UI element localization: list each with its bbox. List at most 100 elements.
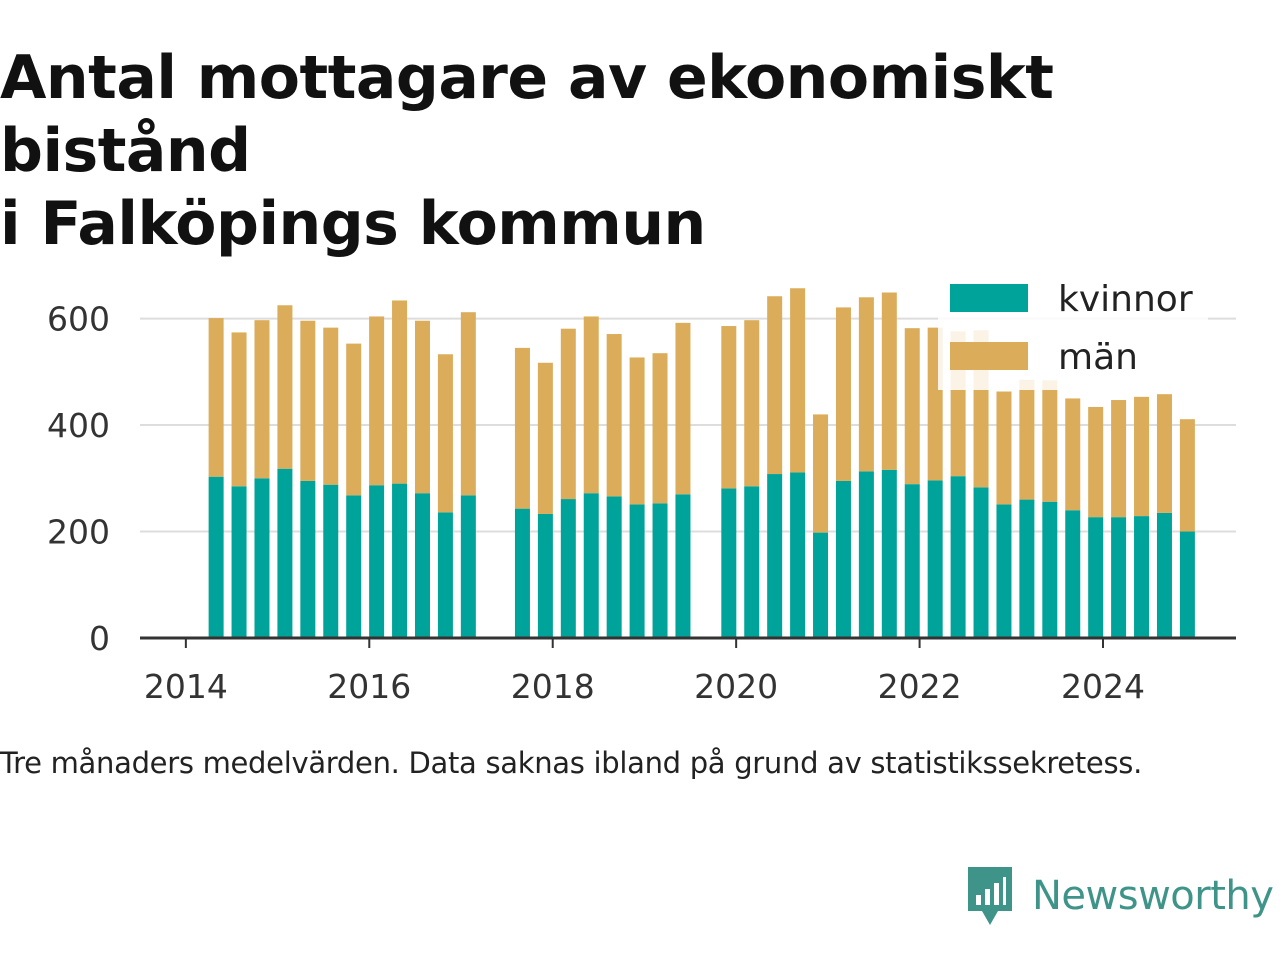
bar-man: [369, 316, 385, 486]
bar-man: [1179, 419, 1195, 532]
brand-name: Newsworthy: [1032, 873, 1274, 919]
x-tick-label: 2022: [878, 667, 962, 706]
bar-man: [392, 300, 408, 484]
x-tick-label: 2020: [694, 667, 778, 706]
bar-man: [790, 288, 806, 473]
bar-kvinnor: [1019, 499, 1035, 638]
bar-man: [858, 297, 874, 472]
bar-man: [1042, 380, 1058, 502]
bar-man: [1111, 400, 1127, 518]
bar-man: [835, 307, 851, 481]
bar-man: [996, 391, 1012, 505]
y-tick-label: 600: [47, 300, 110, 339]
bar-man: [744, 320, 760, 487]
bar-kvinnor: [629, 504, 645, 638]
bar-kvinnor: [231, 486, 247, 638]
bar-man: [1134, 396, 1150, 517]
bar-man: [460, 312, 476, 496]
bar-kvinnor: [1065, 510, 1081, 638]
bar-kvinnor: [1179, 531, 1195, 638]
brand[interactable]: Newsworthy: [964, 864, 1274, 928]
bar-man: [1156, 394, 1172, 513]
bar-kvinnor: [1042, 501, 1058, 638]
bar-man: [514, 347, 530, 509]
bar-kvinnor: [346, 495, 362, 638]
bar-man: [881, 292, 897, 470]
legend-swatch: [950, 342, 1028, 370]
bar-man: [208, 318, 224, 477]
bar-kvinnor: [790, 472, 806, 638]
bar-kvinnor: [950, 476, 966, 638]
bar-man: [1088, 406, 1104, 518]
bar-man: [414, 320, 430, 494]
x-tick-label: 2018: [511, 667, 595, 706]
bar-man: [675, 322, 691, 495]
bar-man: [652, 353, 668, 504]
bar-kvinnor: [300, 480, 316, 638]
bar-kvinnor: [254, 478, 270, 638]
bar-man: [813, 414, 829, 533]
chart-title: Antal mottagare av ekonomiskt bistånd i …: [0, 42, 1280, 261]
bar-man: [1019, 379, 1035, 500]
bars: [208, 288, 1195, 638]
bar-kvinnor: [560, 499, 576, 638]
bar-kvinnor: [675, 494, 691, 638]
bar-kvinnor: [537, 513, 553, 638]
legend-label: kvinnor: [1058, 279, 1193, 320]
bar-man: [254, 320, 270, 479]
bar-man: [606, 334, 622, 497]
title-line-2: i Falköpings kommun: [0, 189, 706, 259]
axes: 0 200 400 600 2014 2016 2018 2020 2022 2024: [47, 300, 1236, 706]
legend-label: män: [1058, 337, 1138, 378]
chart-caption: Tre månaders medelvärden. Data saknas ib…: [0, 746, 1142, 780]
bar-man: [629, 357, 645, 505]
bar-man: [323, 327, 339, 485]
bar-kvinnor: [767, 474, 783, 638]
bar-kvinnor: [323, 484, 339, 638]
y-tick-label: 200: [47, 513, 110, 552]
bar-kvinnor: [721, 488, 737, 638]
bar-kvinnor: [583, 493, 599, 638]
bar-kvinnor: [881, 469, 897, 638]
title-line-1: Antal mottagare av ekonomiskt bistånd: [0, 43, 1054, 186]
bar-kvinnor: [835, 480, 851, 638]
bar-kvinnor: [858, 471, 874, 638]
bar-kvinnor: [996, 504, 1012, 638]
bar-kvinnor: [606, 496, 622, 638]
legend: kvinnor män: [938, 278, 1208, 390]
bar-kvinnor: [369, 485, 385, 638]
bar-kvinnor: [652, 503, 668, 638]
bar-kvinnor: [1134, 516, 1150, 638]
bar-kvinnor: [1156, 512, 1172, 638]
bar-man: [437, 354, 453, 513]
legend-swatch: [950, 284, 1028, 312]
bar-kvinnor: [414, 493, 430, 638]
bar-man: [1065, 398, 1081, 511]
bar-kvinnor: [744, 486, 760, 638]
bar-man: [277, 305, 293, 469]
bar-kvinnor: [460, 495, 476, 638]
bar-man: [767, 296, 783, 475]
bar-man: [721, 326, 737, 489]
bar-man: [537, 362, 553, 514]
bar-kvinnor: [1088, 517, 1104, 638]
bar-kvinnor: [208, 476, 224, 638]
bar-kvinnor: [437, 512, 453, 638]
y-tick-label: 400: [47, 406, 110, 445]
x-tick-label: 2014: [144, 667, 228, 706]
bar-man: [231, 332, 247, 487]
bar-kvinnor: [277, 468, 293, 638]
bar-kvinnor: [1111, 517, 1127, 638]
bar-man: [300, 320, 316, 481]
newsworthy-logo-icon: [968, 867, 1012, 925]
y-tick-label: 0: [89, 619, 110, 658]
bar-man: [583, 316, 599, 494]
bar-kvinnor: [813, 532, 829, 638]
bar-kvinnor: [514, 508, 530, 638]
bar-kvinnor: [904, 484, 920, 638]
bar-man: [560, 328, 576, 500]
bar-kvinnor: [392, 483, 408, 638]
bar-man: [346, 343, 362, 496]
x-tick-label: 2016: [327, 667, 411, 706]
